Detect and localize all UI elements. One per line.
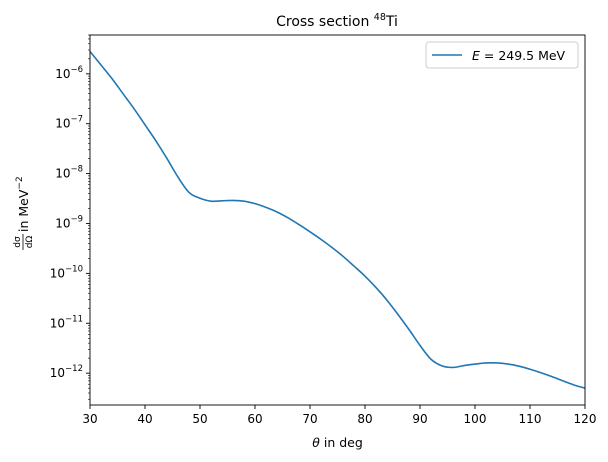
x-tick-label: 90	[412, 412, 427, 426]
x-axis-label: θ in deg	[312, 435, 363, 450]
chart-title: Cross section 48Ti	[276, 12, 398, 30]
legend-label-value: 249.5 MeV	[498, 48, 565, 63]
y-tick-label: 10−12	[50, 364, 83, 380]
y-tick-label: 10−11	[50, 314, 83, 330]
x-axis-label-rest: in deg	[320, 435, 363, 450]
legend-box	[425, 41, 579, 69]
y-tick-label: 10−8	[55, 165, 83, 181]
legend: E = 249.5 MeV	[425, 41, 579, 69]
x-axis-label-theta: θ	[312, 435, 320, 450]
y-axis-label-numerator: dσ	[13, 236, 23, 248]
x-tick-label: 80	[357, 412, 372, 426]
x-tick-label: 60	[247, 412, 262, 426]
x-axis-ticks: 30 40 50 60 70 80 90 100 110 120	[82, 405, 596, 426]
series-group	[89, 51, 586, 389]
x-tick-label: 110	[519, 412, 542, 426]
y-tick-label: 10−10	[50, 264, 83, 280]
y-tick-label: 10−9	[55, 214, 83, 230]
chart-title-superscript: 48	[374, 12, 386, 23]
x-tick-label: 40	[137, 412, 152, 426]
chart-title-element: Ti	[385, 14, 398, 30]
legend-label-var: E	[472, 48, 480, 63]
x-tick-label: 100	[464, 412, 487, 426]
y-axis-label-units: in MeV−2	[15, 176, 31, 232]
series-line-e-249-5	[89, 51, 586, 389]
y-tick-label: 10−7	[55, 115, 83, 131]
y-axis-label-exponent: −2	[15, 176, 25, 189]
y-axis-label-denominator: dΩ	[25, 236, 35, 249]
y-axis-label-text: in MeV	[16, 189, 31, 232]
x-tick-label: 50	[192, 412, 207, 426]
chart-title-base: Cross section	[276, 14, 374, 30]
x-tick-label: 120	[574, 412, 597, 426]
y-tick-label: 10−6	[55, 65, 83, 81]
x-tick-label: 30	[82, 412, 97, 426]
legend-label-eq: =	[480, 48, 498, 63]
plot-frame	[89, 34, 586, 406]
y-axis-label: dσ dΩ in MeV−2	[13, 176, 35, 250]
y-axis-ticks: 10−12 10−11 10−10 10−9 10−8 10−7 10−6	[50, 65, 90, 380]
legend-label: E = 249.5 MeV	[472, 48, 566, 63]
plot-area	[90, 35, 585, 405]
x-tick-label: 70	[302, 412, 317, 426]
